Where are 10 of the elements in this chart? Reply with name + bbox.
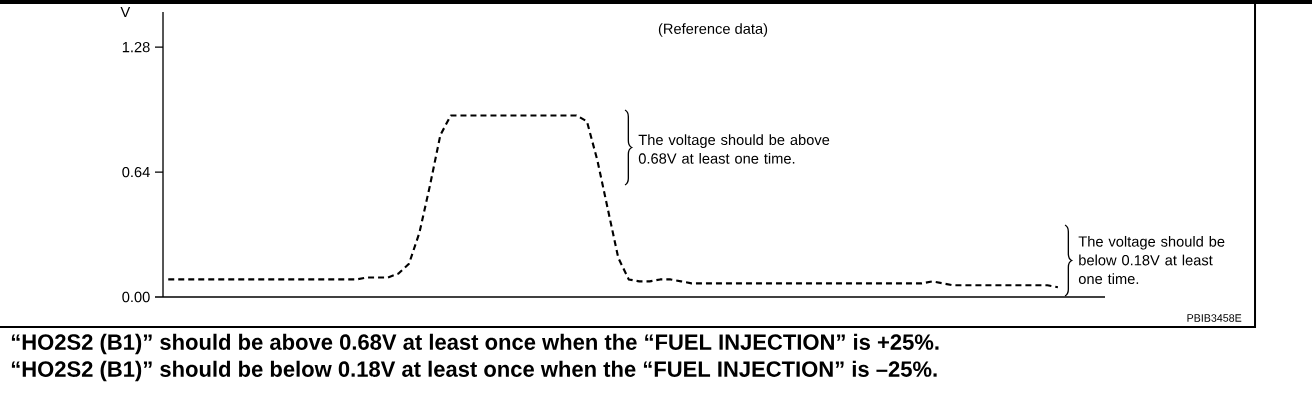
annotation: The voltage should be above 0.68V at least one time. <box>638 134 830 164</box>
text: “HO2S2 (B1)” should be below 0.18V at least once when the “FUEL INJECTION” is –25%. <box>11 360 937 382</box>
y-tick-label: 0.00 <box>122 291 150 303</box>
text: PBIB3458E <box>1187 314 1242 322</box>
text: (Reference data) <box>658 23 768 37</box>
annotation: The voltage should be below 0.18V at least one time. <box>1078 235 1225 285</box>
y-tick-label: 1.28 <box>122 41 150 53</box>
text: “HO2S2 (B1)” should be above 0.68V at least once when the “FUEL INJECTION” is +25%. <box>11 333 939 355</box>
y-axis-title: V <box>120 6 131 18</box>
y-tick-label: 0.64 <box>122 166 150 178</box>
